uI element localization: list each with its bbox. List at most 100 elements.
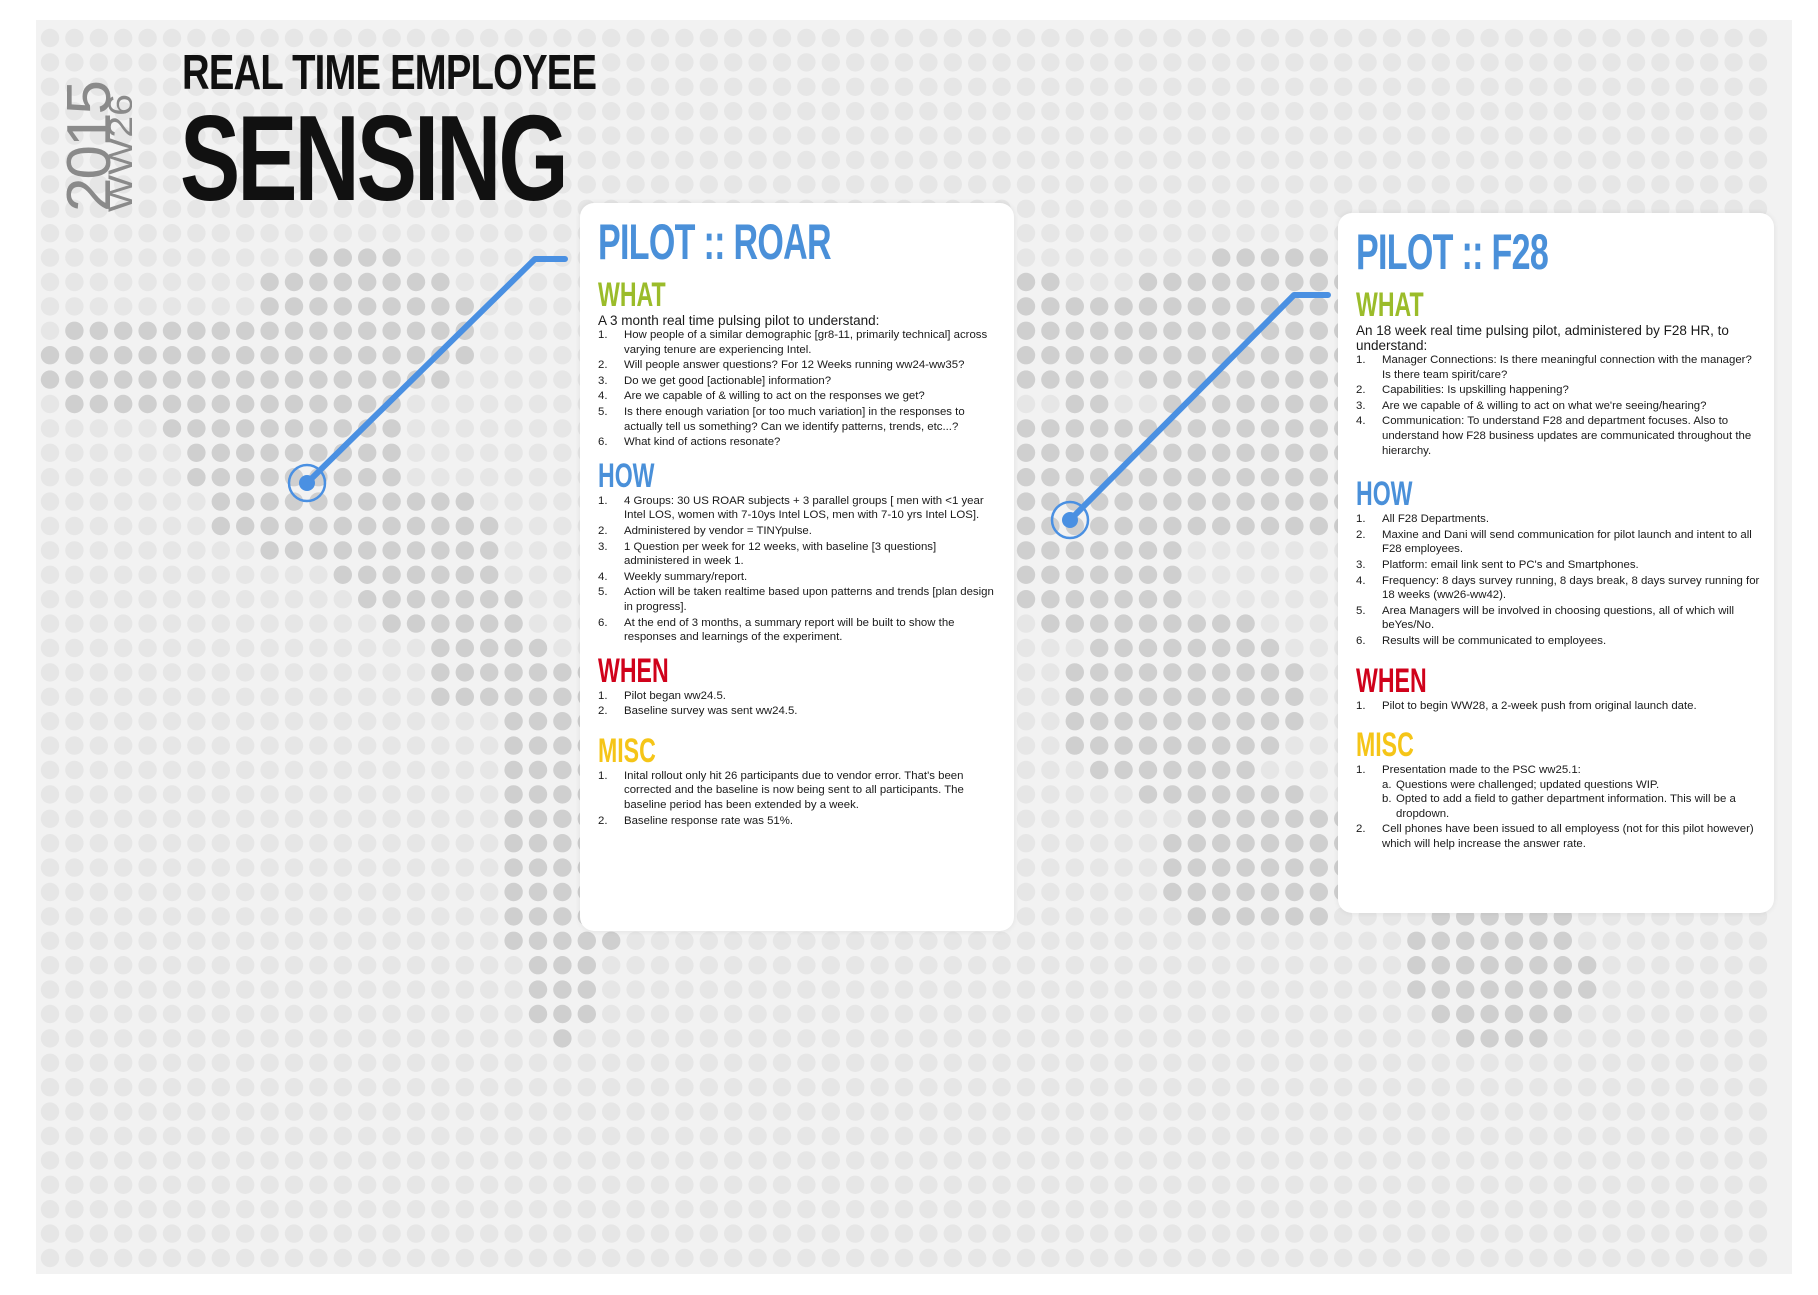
map-dot (528, 492, 548, 511)
map-dot (1041, 1102, 1060, 1121)
map-dot (1114, 77, 1133, 97)
map-dot (236, 175, 255, 194)
map-dot (187, 1224, 206, 1243)
map-dot (431, 150, 450, 170)
map-dot (675, 1175, 694, 1195)
map-dot (382, 614, 401, 633)
map-dot (138, 77, 157, 97)
map-dot (846, 1004, 865, 1024)
map-dot (162, 1102, 182, 1121)
map-dot (211, 590, 230, 609)
map-dot (1529, 1126, 1548, 1146)
map-dot (1626, 1126, 1646, 1146)
map-dot (162, 1151, 182, 1170)
map-dot (1212, 248, 1231, 267)
map-dot (284, 858, 304, 877)
map-dot (1138, 956, 1158, 975)
map-dot (284, 590, 304, 609)
map-dot (406, 150, 426, 170)
map-dot (1138, 1078, 1158, 1097)
map-dot (870, 1078, 889, 1097)
map-dot (1675, 1224, 1695, 1243)
map-dot (1358, 1248, 1377, 1268)
map-dot (1456, 28, 1475, 48)
map-dot (1163, 1248, 1182, 1268)
map-dot (1309, 150, 1329, 170)
map-dot (162, 199, 182, 218)
map-dot (1407, 126, 1426, 145)
map-dot (1016, 1175, 1036, 1195)
map-dot (236, 53, 255, 72)
map-dot (455, 346, 474, 365)
map-dot (65, 956, 84, 975)
map-dot (1114, 541, 1133, 560)
map-dot (1041, 1248, 1060, 1268)
map-dot (236, 443, 255, 462)
map-dot (1236, 1175, 1255, 1195)
map-dot (187, 516, 206, 536)
map-dot (89, 370, 109, 389)
map-dot (919, 1224, 938, 1243)
map-dot (236, 785, 255, 804)
map-dot (1114, 102, 1133, 121)
map-dot (1236, 590, 1255, 609)
map-dot (309, 956, 328, 975)
map-dot (114, 956, 133, 975)
map-dot (1480, 956, 1499, 975)
map-dot (187, 150, 206, 170)
map-dot (553, 28, 572, 48)
map-dot (504, 638, 523, 658)
map-dot (89, 28, 109, 48)
map-dot (260, 760, 279, 780)
map-dot (602, 175, 621, 194)
map-dot (821, 175, 840, 194)
map-dot (309, 443, 328, 462)
map-dot (358, 956, 377, 975)
map-dot (431, 248, 450, 267)
map-dot (846, 1175, 865, 1195)
map-dot (577, 1248, 596, 1268)
map-dot (1456, 1200, 1475, 1219)
map-dot (699, 28, 718, 48)
map-dot (211, 760, 230, 780)
map-dot (1748, 126, 1768, 145)
map-dot (1553, 77, 1573, 97)
f28-when-list: Pilot to begin WW28, a 2-week push from … (1356, 699, 1762, 714)
map-dot (284, 1004, 304, 1024)
map-dot (309, 565, 328, 584)
map-dot (1065, 394, 1085, 414)
map-dot (1358, 1078, 1377, 1097)
map-dot (1114, 1078, 1133, 1097)
map-dot (1700, 175, 1719, 194)
map-dot (1212, 614, 1231, 633)
map-dot (309, 785, 328, 804)
map-dot (1309, 614, 1329, 633)
map-dot (1480, 1151, 1499, 1170)
map-dot (577, 77, 596, 97)
map-dot (358, 419, 377, 438)
map-dot (455, 272, 474, 292)
map-dot (65, 1029, 84, 1048)
map-dot (748, 980, 767, 999)
map-dot (1724, 28, 1743, 48)
map-dot (187, 882, 206, 902)
map-dot (553, 1029, 572, 1048)
map-dot (1431, 1004, 1451, 1024)
map-dot (1041, 1224, 1060, 1243)
map-dot (480, 224, 499, 243)
map-dot (455, 1029, 474, 1048)
map-dot (89, 1004, 109, 1024)
map-dot (89, 1175, 109, 1195)
map-dot (1553, 1126, 1573, 1146)
map-dot (1065, 297, 1085, 316)
map-dot (89, 858, 109, 877)
map-dot (1212, 736, 1231, 755)
map-dot (260, 907, 279, 926)
map-dot (382, 492, 401, 511)
map-dot (1163, 1029, 1182, 1048)
map-dot (138, 468, 157, 487)
map-dot (358, 638, 377, 658)
map-dot (358, 346, 377, 365)
map-dot (480, 785, 499, 804)
map-dot (1285, 760, 1304, 780)
